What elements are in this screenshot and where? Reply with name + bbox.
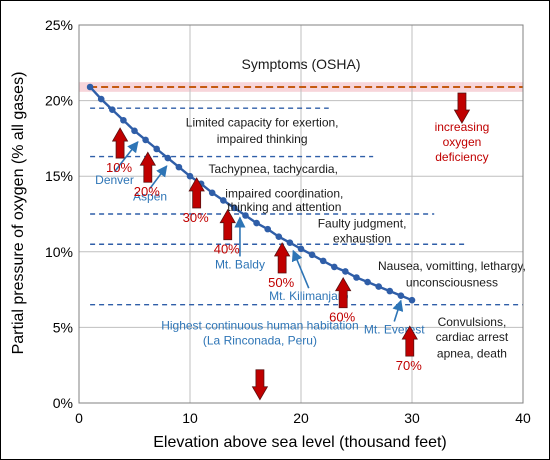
- symptom-label: cardiac arrest: [436, 330, 509, 344]
- data-point: [86, 83, 94, 91]
- data-point: [231, 204, 238, 212]
- location-label: Mt. Baldy: [215, 257, 265, 271]
- data-point: [331, 263, 338, 271]
- location-pointer: [291, 249, 310, 289]
- data-point: [364, 278, 371, 286]
- series-layer: [86, 83, 416, 304]
- data-point: [319, 257, 327, 265]
- data-point: [208, 189, 216, 197]
- symptom-label: Limited capacity for exertion,: [186, 115, 339, 129]
- data-point: [186, 172, 194, 180]
- habitation-down-arrow: [251, 369, 269, 401]
- symptom-label: Convulsions,: [438, 315, 507, 329]
- y-tick-label: 5%: [53, 319, 73, 335]
- y-tick-label: 15%: [45, 168, 73, 184]
- data-point: [264, 225, 272, 233]
- data-point: [97, 95, 105, 103]
- x-axis-label: Elevation above sea level (thousand feet…: [153, 434, 447, 451]
- threshold-lines: [90, 85, 523, 306]
- x-tick-label: 20: [293, 410, 309, 426]
- up-arrow: [273, 242, 291, 274]
- deficiency-down-arrow: [453, 92, 471, 124]
- data-point: [375, 283, 383, 290]
- data-point: [253, 219, 260, 227]
- data-point: [286, 239, 294, 247]
- symptom-label: impaired thinking: [217, 132, 308, 146]
- data-point: [297, 245, 305, 253]
- data-point: [408, 296, 416, 304]
- data-point: [153, 145, 160, 153]
- up-arrow: [219, 208, 236, 241]
- location-label: Aspen: [133, 189, 167, 203]
- x-tick-label: 40: [515, 410, 531, 426]
- data-point: [131, 127, 138, 135]
- arrow-percent-label: 20%: [134, 184, 160, 199]
- location-label: Denver: [95, 173, 134, 187]
- data-point: [164, 154, 172, 162]
- annotations: Symptoms (OSHA) Limited capacity for exer…: [161, 56, 526, 361]
- y-tick-label: 10%: [45, 244, 73, 260]
- symptom-label: increasing: [435, 120, 490, 134]
- y-tick-label: 25%: [45, 17, 73, 33]
- location-pointer: [149, 165, 168, 189]
- arrow-percent-label: 60%: [329, 310, 355, 325]
- symptom-label: Nausea, vomitting, lethargy,: [378, 259, 526, 273]
- x-tick-label: 30: [404, 410, 420, 426]
- y-axis-label: Partial pressure of oxygen (% all gases): [10, 72, 27, 355]
- symptom-label: Faulty judgment,: [318, 217, 407, 231]
- arrow-percent-label: 70%: [396, 358, 422, 373]
- data-point: [220, 197, 227, 204]
- location-pointer: [113, 141, 139, 173]
- symptom-label: impaired coordination,: [225, 186, 343, 200]
- data-point: [120, 116, 127, 124]
- data-point: [109, 106, 116, 113]
- data-point: [308, 251, 316, 259]
- axes: Elevation above sea level (thousand feet…: [10, 17, 531, 451]
- y-tick-label: 0%: [53, 395, 73, 411]
- symptoms-heading: Symptoms (OSHA): [241, 56, 360, 72]
- data-point: [175, 163, 183, 171]
- up-arrow: [401, 325, 418, 357]
- data-point: [342, 268, 349, 275]
- arrow-percent-label: 50%: [268, 275, 294, 290]
- up-arrow: [111, 127, 129, 159]
- symptom-label: oxygen: [443, 135, 482, 149]
- habitation-label: Highest continuous human habitation: [161, 319, 358, 333]
- y-tick-label: 20%: [45, 93, 73, 109]
- symptom-label: Tachypnea, tachycardia,: [209, 162, 338, 176]
- location-pointer: [392, 299, 404, 322]
- x-tick-label: 10: [182, 410, 198, 426]
- habitation-label: (La Rinconada, Peru): [203, 334, 317, 348]
- symptom-label: unconsciousness: [406, 276, 498, 290]
- data-point: [397, 292, 405, 299]
- symptom-label: exhaustion: [333, 232, 391, 246]
- arrow-percent-label: 30%: [183, 210, 209, 225]
- symptom-label: thinking and attention: [227, 200, 341, 214]
- data-point: [142, 136, 149, 144]
- arrow-percent-label: 10%: [106, 160, 132, 175]
- data-point: [353, 274, 360, 281]
- up-arrow: [334, 276, 352, 309]
- up-arrow: [188, 177, 205, 209]
- x-tick-label: 0: [75, 410, 83, 426]
- up-arrow: [139, 151, 157, 183]
- symptom-label: apnea, death: [437, 347, 507, 361]
- symptom-label: deficiency: [435, 150, 488, 164]
- location-label: Mt. Kilimanjaro: [269, 289, 349, 303]
- plot-border: [78, 24, 524, 404]
- deficiency-arrows: 10%20% 30% 40% 50% 60% 70%: [106, 92, 471, 401]
- location-label: Mt. Everest: [364, 322, 425, 336]
- data-point: [386, 287, 394, 295]
- data-point: [275, 233, 283, 240]
- arrow-percent-label: 40%: [214, 242, 240, 257]
